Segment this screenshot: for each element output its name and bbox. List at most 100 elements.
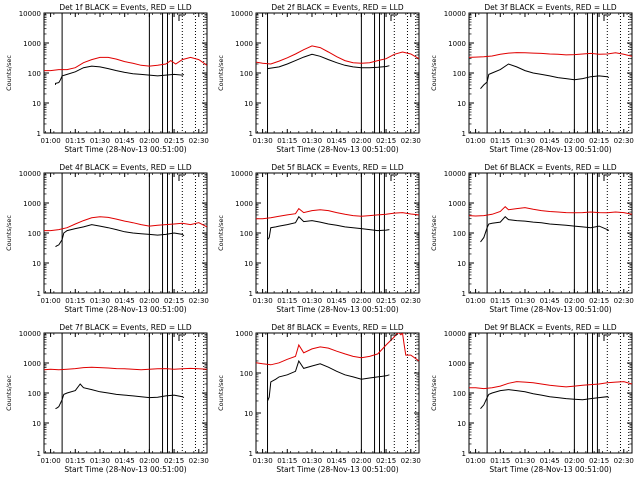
y-axis-label: Counts/sec bbox=[5, 215, 13, 251]
x-tick-label: 01:45 bbox=[540, 137, 560, 145]
x-axis-label: Start Time (28-Nov-13 00:51:00) bbox=[276, 305, 398, 314]
x-tick-label: 01:00 bbox=[465, 457, 485, 465]
y-tick-label: 100 bbox=[28, 390, 41, 398]
x-tick-label: 01:30 bbox=[90, 137, 110, 145]
y-axis-label: Counts/sec bbox=[430, 55, 438, 91]
x-axis-label: Start Time (28-Nov-13 00:51:00) bbox=[489, 305, 611, 314]
x-tick-label: 01:45 bbox=[327, 457, 347, 465]
y-tick-label: 10000 bbox=[19, 10, 41, 18]
series-group bbox=[469, 381, 632, 410]
legend-corner-icon bbox=[603, 14, 610, 21]
series-lld-line bbox=[256, 333, 419, 366]
x-tick-label: 02:30 bbox=[614, 457, 634, 465]
y-axis-label: Counts/sec bbox=[217, 375, 225, 411]
y-tick-label: 10 bbox=[244, 410, 253, 418]
x-tick-label: 01:30 bbox=[302, 457, 322, 465]
plot-title: Det 6f BLACK = Events, RED = LLD bbox=[484, 163, 617, 172]
x-tick-label: 02:15 bbox=[589, 297, 609, 305]
y-tick-label: 1 bbox=[462, 450, 466, 458]
series-events-line bbox=[480, 215, 610, 243]
series-lld-line bbox=[469, 381, 632, 390]
x-tick-label: 01:30 bbox=[90, 457, 110, 465]
y-tick-label: 10000 bbox=[19, 170, 41, 178]
x-tick-label: 01:15 bbox=[65, 457, 85, 465]
y-tick-label: 1000 bbox=[235, 330, 253, 338]
detector-panel-5: 1 10 100 1000 10000 01:30 01:15 01:30 01:45 02:00… bbox=[217, 163, 421, 314]
time-markers bbox=[486, 333, 630, 453]
series-lld-line bbox=[44, 366, 207, 371]
y-tick-label: 10 bbox=[32, 420, 41, 428]
detector-panel-1: 1 10 100 1000 10000 01:00 01:15 01:30 01:45 02:00… bbox=[5, 3, 209, 154]
x-tick-label: 01:15 bbox=[277, 297, 297, 305]
y-tick-label: 100 bbox=[453, 230, 466, 238]
x-tick-label: 01:45 bbox=[540, 297, 560, 305]
x-tick-label: 01:30 bbox=[252, 297, 272, 305]
series-events-line bbox=[480, 389, 610, 410]
legend-corner-icon bbox=[390, 174, 397, 181]
x-tick-label: 01:45 bbox=[327, 297, 347, 305]
legend-corner-icon bbox=[178, 334, 185, 341]
detector-panel-6: 1 10 100 1000 10000 01:00 01:15 01:30 01:45 02:00… bbox=[430, 163, 634, 314]
y-tick-label: 100 bbox=[453, 390, 466, 398]
y-tick-label: 10000 bbox=[19, 330, 41, 338]
x-tick-label: 02:30 bbox=[614, 137, 634, 145]
x-axis-label: Start Time (28-Nov-13 00:51:00) bbox=[489, 465, 611, 474]
x-tick-label: 01:00 bbox=[465, 137, 485, 145]
y-axis-label: Counts/sec bbox=[430, 375, 438, 411]
series-lld-line bbox=[44, 216, 207, 232]
x-axis-label: Start Time (28-Nov-13 00:51:00) bbox=[64, 145, 186, 154]
plot-title: Det 4f BLACK = Events, RED = LLD bbox=[59, 163, 192, 172]
series-lld-line bbox=[256, 45, 419, 65]
y-axis-label: Counts/sec bbox=[5, 375, 13, 411]
x-tick-label: 02:15 bbox=[376, 297, 396, 305]
time-markers bbox=[267, 173, 417, 293]
y-tick-label: 100 bbox=[240, 230, 253, 238]
x-tick-label: 02:00 bbox=[351, 457, 371, 465]
detector-panel-3: 1 10 100 1000 10000 01:00 01:15 01:30 01:45 02:00… bbox=[430, 3, 634, 154]
x-tick-label: 01:15 bbox=[65, 297, 85, 305]
x-tick-label: 02:15 bbox=[589, 137, 609, 145]
detector-panel-9: 1 10 100 1000 10000 01:00 01:15 01:30 01:45 02:00… bbox=[430, 323, 634, 474]
y-tick-label: 10000 bbox=[231, 170, 253, 178]
x-tick-label: 02:30 bbox=[189, 137, 209, 145]
x-tick-label: 01:15 bbox=[490, 137, 510, 145]
y-tick-label: 1 bbox=[37, 290, 41, 298]
plot-title: Det 5f BLACK = Events, RED = LLD bbox=[271, 163, 404, 172]
series-group bbox=[469, 206, 632, 243]
detector-panel-2: 1 10 100 1000 10000 01:30 01:15 01:30 01:45 02:00… bbox=[217, 3, 421, 154]
x-tick-label: 01:15 bbox=[65, 137, 85, 145]
series-events-line bbox=[267, 359, 390, 402]
plot-title: Det 8f BLACK = Events, RED = LLD bbox=[271, 323, 404, 332]
x-tick-label: 01:30 bbox=[90, 297, 110, 305]
y-tick-label: 1 bbox=[462, 130, 466, 138]
x-tick-label: 02:00 bbox=[564, 137, 584, 145]
plot-frame bbox=[255, 332, 420, 454]
y-tick-label: 10 bbox=[32, 100, 41, 108]
time-markers bbox=[267, 13, 417, 133]
plot-title: Det 9f BLACK = Events, RED = LLD bbox=[484, 323, 617, 332]
y-tick-label: 10 bbox=[457, 420, 466, 428]
y-tick-label: 100 bbox=[453, 70, 466, 78]
y-tick-label: 100 bbox=[28, 70, 41, 78]
x-tick-label: 02:15 bbox=[164, 137, 184, 145]
x-tick-label: 01:30 bbox=[252, 457, 272, 465]
x-tick-label: 02:30 bbox=[614, 297, 634, 305]
x-tick-label: 01:30 bbox=[515, 297, 535, 305]
x-tick-label: 02:15 bbox=[589, 457, 609, 465]
y-tick-label: 10000 bbox=[231, 10, 253, 18]
y-axis-label: Counts/sec bbox=[5, 55, 13, 91]
x-tick-label: 02:30 bbox=[401, 457, 421, 465]
x-tick-label: 02:15 bbox=[164, 457, 184, 465]
x-tick-label: 01:00 bbox=[40, 457, 60, 465]
y-tick-label: 10000 bbox=[444, 170, 466, 178]
y-axis-label: Counts/sec bbox=[217, 55, 225, 91]
x-tick-label: 02:15 bbox=[376, 137, 396, 145]
x-axis-label: Start Time (28-Nov-13 00:51:00) bbox=[489, 145, 611, 154]
y-axis-label: Counts/sec bbox=[430, 215, 438, 251]
series-lld-line bbox=[469, 52, 632, 58]
series-group bbox=[256, 207, 419, 241]
plot-title: Det 1f BLACK = Events, RED = LLD bbox=[59, 3, 192, 12]
series-group bbox=[469, 52, 632, 90]
legend-corner-icon bbox=[178, 14, 185, 21]
